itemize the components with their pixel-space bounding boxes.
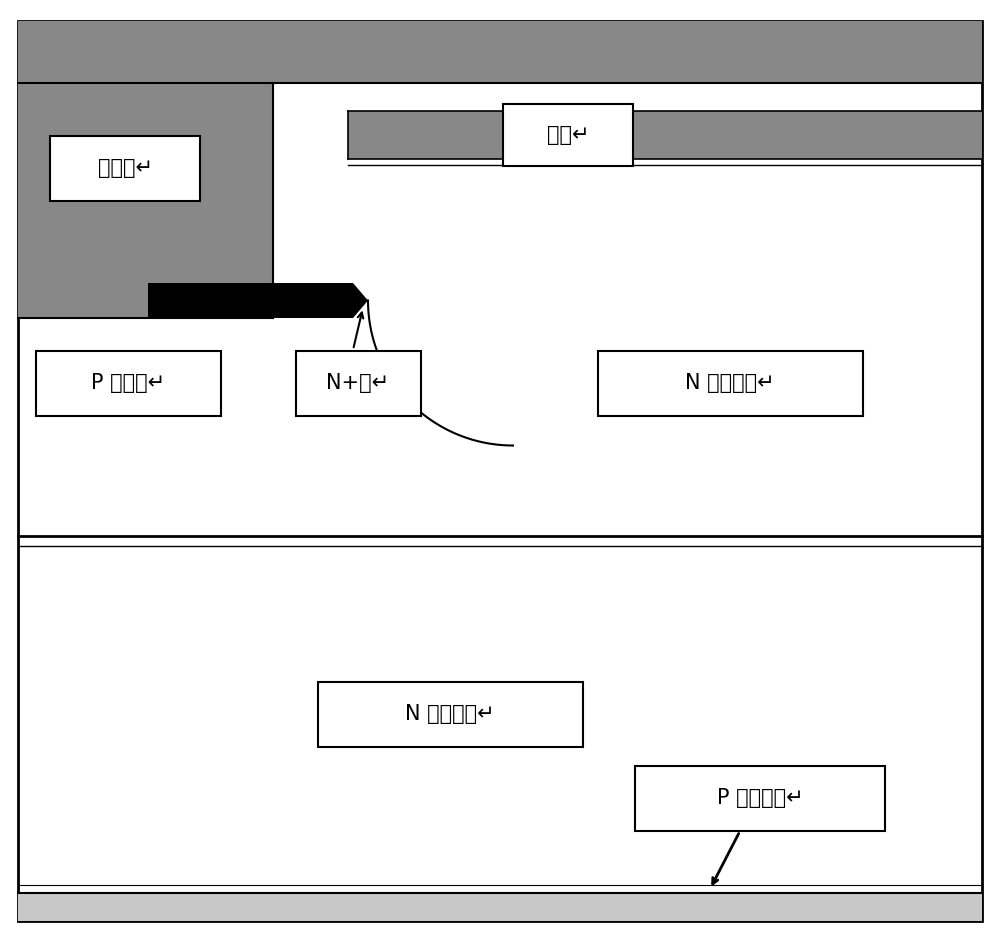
Polygon shape [353,283,368,318]
Bar [296,350,421,415]
Bar [18,21,982,83]
Text: 栅极↵: 栅极↵ [547,125,589,145]
Bar [36,350,221,415]
Text: P 型体区↵: P 型体区↵ [91,373,165,393]
Bar [598,350,862,415]
Text: 发射极↵: 发射极↵ [98,158,153,178]
Bar [50,135,200,201]
Bar [503,104,633,166]
Bar [318,682,582,747]
Text: N 型漂移区↵: N 型漂移区↵ [405,704,495,725]
Text: P 型集电区↵: P 型集电区↵ [717,788,803,808]
Text: N 型增强层↵: N 型增强层↵ [685,373,775,393]
Bar [148,283,353,318]
Text: N+区↵: N+区↵ [326,373,390,393]
Bar [348,111,982,159]
Bar [635,765,885,830]
Bar [18,893,982,921]
Bar [18,83,273,318]
